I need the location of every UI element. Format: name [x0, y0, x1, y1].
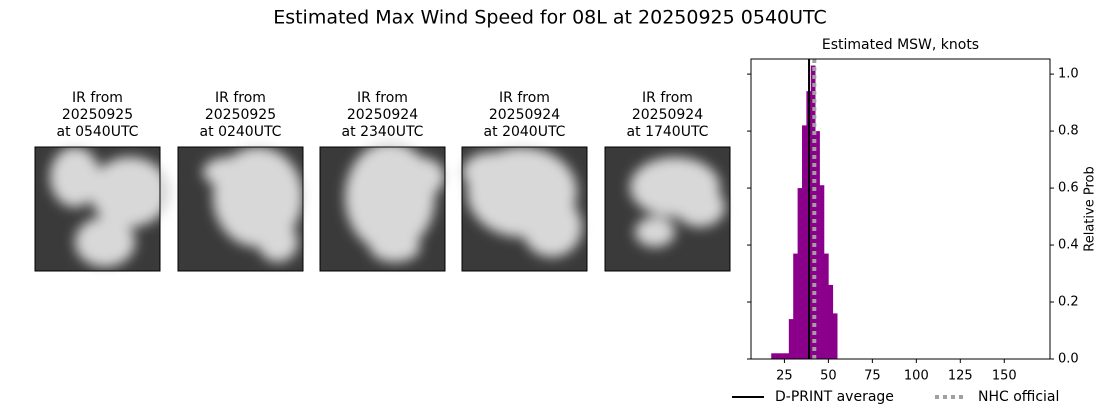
bar: [819, 185, 825, 359]
cloud: [258, 222, 298, 262]
panel-title: IR from: [215, 90, 266, 106]
plot-frame: [750, 58, 1051, 360]
panel-title: at 0540UTC: [57, 124, 139, 140]
y-tick-label: 0.4: [1058, 238, 1079, 253]
cloud: [370, 232, 420, 262]
cloud-mass: [630, 157, 725, 247]
ir-image-frame: [461, 146, 588, 272]
figure-title: Estimated Max Wind Speed for 08L at 2025…: [273, 7, 827, 29]
cloud-mass: [203, 147, 303, 262]
bar: [788, 319, 794, 359]
chart-title: Estimated MSW, knots: [822, 37, 979, 53]
cloud: [635, 217, 675, 247]
cloud: [203, 157, 253, 187]
legend-label: NHC official: [978, 389, 1059, 405]
cloud-mass: [50, 147, 170, 267]
bar: [771, 353, 776, 359]
x-tick-label: 100: [904, 369, 929, 384]
cloud-mass: [345, 142, 445, 262]
panel-title: 20250925: [205, 107, 276, 123]
y-tick-label: 0.8: [1058, 124, 1079, 139]
cloud-mass: [462, 147, 582, 257]
x-tick-label: 125: [948, 369, 973, 384]
panel-title: 20250924: [632, 107, 703, 123]
x-tick-label: 75: [864, 369, 881, 384]
panel-title: 20250924: [489, 107, 560, 123]
ir-image-frame: [319, 146, 446, 272]
cloud: [50, 147, 100, 207]
bar: [832, 313, 838, 359]
y-tick-label: 0.2: [1058, 295, 1079, 310]
y-axis-label: Relative Prob: [1083, 166, 1098, 251]
panel-title: at 2340UTC: [342, 124, 424, 140]
bar: [802, 125, 807, 359]
y-tick-label: 1.0: [1058, 67, 1079, 82]
cloud: [462, 152, 522, 192]
cloud: [395, 157, 445, 197]
bar: [815, 131, 820, 359]
cloud: [522, 197, 582, 257]
panel-title: IR from: [357, 90, 408, 106]
legend-label: D-PRINT average: [775, 389, 894, 405]
x-tick-label: 25: [776, 369, 793, 384]
bar: [775, 353, 781, 359]
histogram: Estimated MSW, knots 25 50 75 100 125 150 0.0 0.…: [732, 37, 1098, 405]
cloud: [90, 157, 170, 227]
x-tick-label: 150: [992, 369, 1017, 384]
cloud: [675, 187, 725, 227]
panel-title: IR from: [499, 90, 550, 106]
bar: [797, 188, 803, 359]
bar: [784, 353, 790, 359]
bar: [793, 253, 798, 359]
ir-image-frame: [177, 146, 304, 272]
panel-title: 20250924: [347, 107, 418, 123]
panel-title: IR from: [72, 90, 123, 106]
panel-title: 20250925: [62, 107, 133, 123]
ir-image-frame: [604, 146, 731, 272]
x-tick-label: 50: [820, 369, 837, 384]
panel-title: at 0240UTC: [200, 124, 282, 140]
panel-title: at 2040UTC: [484, 124, 566, 140]
panel-title: IR from: [642, 90, 693, 106]
y-tick-label: 0.6: [1058, 181, 1079, 196]
ir-image-frame: [34, 146, 161, 272]
bar: [828, 284, 834, 359]
cloud: [75, 217, 135, 267]
panel-title: at 1740UTC: [627, 124, 709, 140]
y-tick-label: 0.0: [1058, 352, 1079, 367]
bar: [780, 353, 785, 359]
bar: [823, 253, 829, 359]
